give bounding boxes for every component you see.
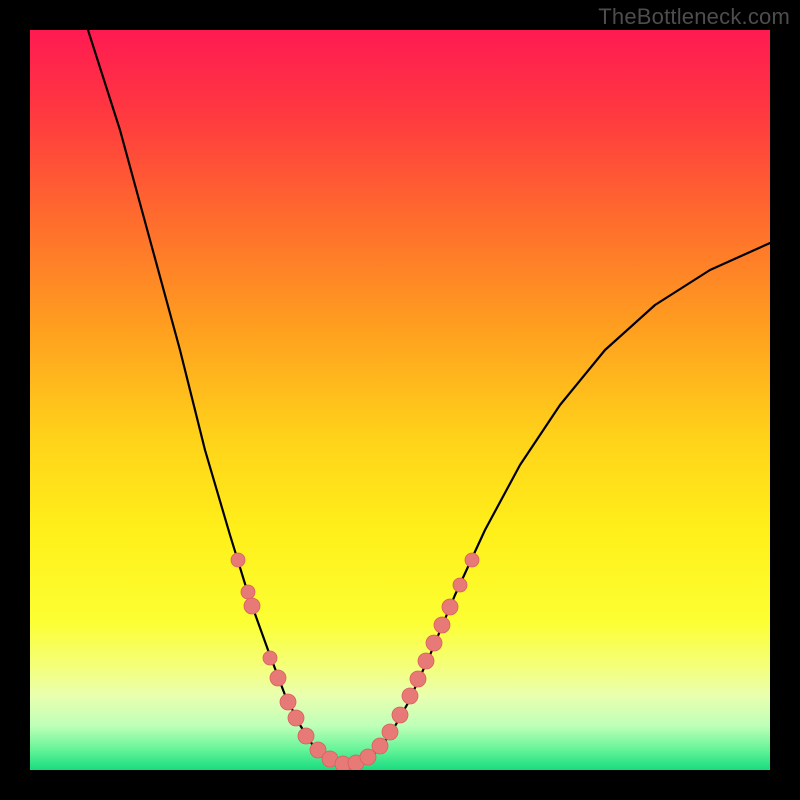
- data-markers: [231, 553, 479, 770]
- watermark-text: TheBottleneck.com: [598, 4, 790, 30]
- bottleneck-curve: [30, 30, 770, 770]
- data-marker: [244, 598, 260, 614]
- chart-frame: TheBottleneck.com: [0, 0, 800, 800]
- data-marker: [298, 728, 314, 744]
- data-marker: [231, 553, 245, 567]
- data-marker: [241, 585, 255, 599]
- data-marker: [280, 694, 296, 710]
- data-marker: [382, 724, 398, 740]
- data-marker: [270, 670, 286, 686]
- data-marker: [418, 653, 434, 669]
- plot-area: [30, 30, 770, 770]
- data-marker: [263, 651, 277, 665]
- data-marker: [426, 635, 442, 651]
- data-marker: [392, 707, 408, 723]
- data-marker: [288, 710, 304, 726]
- data-marker: [434, 617, 450, 633]
- data-marker: [465, 553, 479, 567]
- data-marker: [410, 671, 426, 687]
- data-marker: [402, 688, 418, 704]
- data-marker: [453, 578, 467, 592]
- data-marker: [372, 738, 388, 754]
- data-marker: [442, 599, 458, 615]
